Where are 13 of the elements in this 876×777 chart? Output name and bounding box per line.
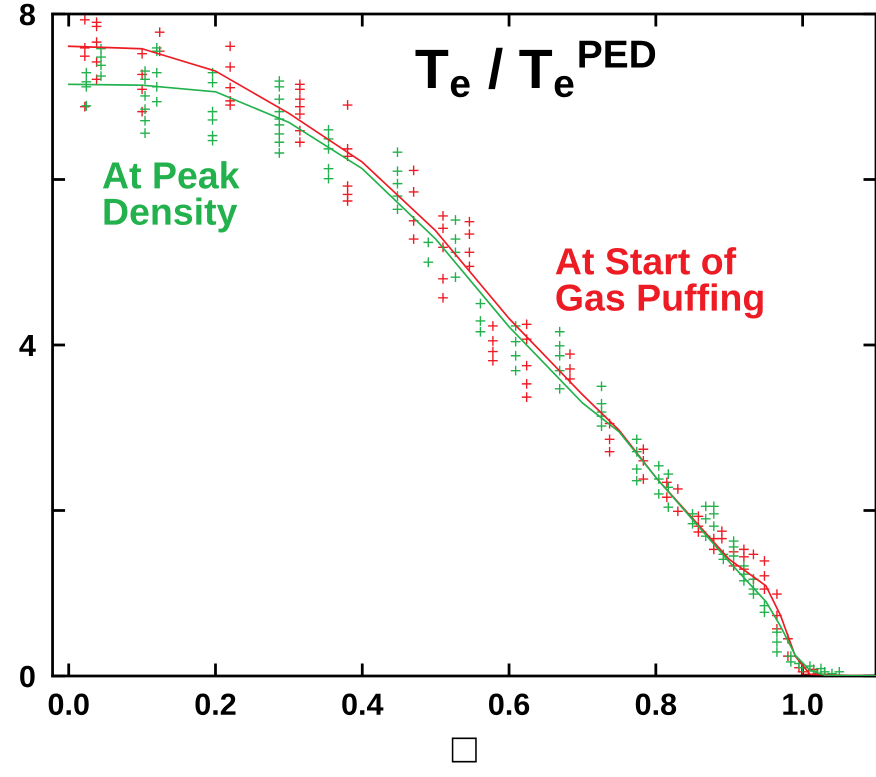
y-tick-label: 8 — [20, 4, 35, 26]
x-axis-title: □ — [452, 738, 477, 762]
y-tick-label: 4 — [19, 335, 36, 356]
x-tick-label: 0.8 — [636, 693, 676, 716]
x-tick-label: 0.6 — [489, 693, 530, 716]
x-tick-label: 1.0 — [783, 693, 823, 716]
y-tick-label: 0 — [20, 666, 35, 688]
series-label: At Peak Density — [102, 161, 240, 232]
x-tick-label: 0.0 — [48, 693, 89, 716]
x-tick-label: 0.4 — [342, 693, 384, 716]
chart-title: T$_{e}$ / T$_{e}$$^{PED}$ — [416, 40, 656, 98]
x-tick-label: 0.2 — [195, 693, 236, 716]
series-label: At Start of Gas Puffing — [556, 247, 763, 319]
